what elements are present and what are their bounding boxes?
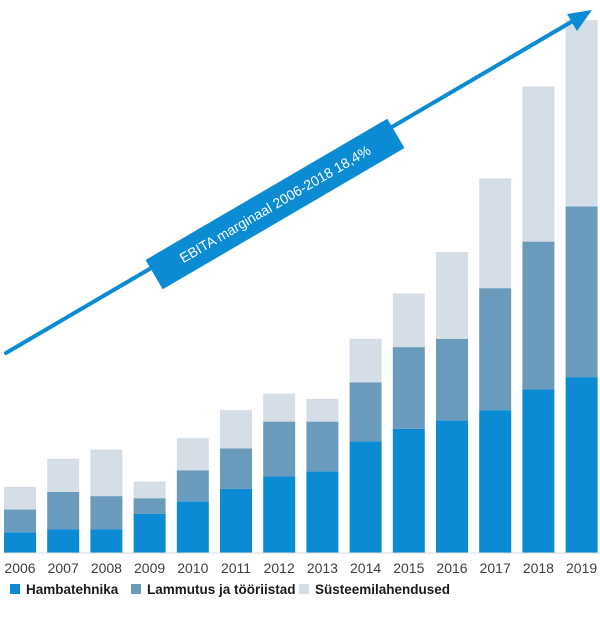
x-tick-label-2009: 2009 [134, 560, 165, 576]
x-tick-label-2018: 2018 [523, 560, 554, 576]
bar-2012-series-0 [263, 476, 296, 553]
bar-2007-series-0 [47, 529, 80, 553]
x-tick-label-2019: 2019 [566, 560, 597, 576]
bar-2008-series-1 [90, 496, 123, 530]
legend-swatch-lammutus [131, 584, 141, 594]
bar-2016-series-1 [436, 338, 468, 421]
bar-2009-series-1 [133, 498, 166, 514]
legend: Hambatehnika Lammutus ja tööriistad Süst… [10, 582, 450, 597]
bar-2010-series-2 [176, 438, 209, 471]
bar-2006-series-2 [4, 486, 36, 510]
bar-2012-series-1 [263, 421, 296, 477]
bar-2019-series-1 [565, 206, 598, 378]
bar-2015-series-0 [392, 428, 425, 553]
bar-2019-series-0 [565, 377, 598, 553]
x-tick-label-2014: 2014 [350, 560, 381, 576]
ebita-banner-box [145, 118, 405, 290]
bar-2018-series-0 [522, 389, 555, 553]
bar-2009-series-2 [133, 481, 166, 499]
legend-label-lammutus: Lammutus ja tööriistad [147, 582, 296, 597]
bar-2011-series-1 [220, 448, 252, 489]
bar-2012-series-2 [263, 393, 296, 422]
trend-arrow-head [567, 10, 592, 31]
ebita-banner-text: EBITA marginaal 2006-2018 18,4% [177, 142, 374, 266]
x-tick-label-2017: 2017 [480, 560, 511, 576]
bar-2008-series-0 [90, 529, 123, 553]
bar-2008-series-2 [90, 449, 123, 497]
bar-2009-series-0 [133, 513, 166, 553]
x-tick-label-2011: 2011 [221, 560, 251, 576]
x-tick-label-2007: 2007 [48, 560, 79, 576]
bar-2010-series-0 [176, 501, 209, 553]
bar-2015-series-1 [392, 347, 425, 429]
bar-2017-series-1 [479, 288, 512, 411]
x-tick-label-2012: 2012 [264, 560, 295, 576]
x-tick-label-2016: 2016 [436, 560, 467, 576]
bar-2006-series-0 [4, 532, 36, 553]
bar-2015-series-2 [392, 293, 425, 348]
x-tick-label-2006: 2006 [4, 560, 35, 576]
x-tick-label-2010: 2010 [177, 560, 208, 576]
bar-2010-series-1 [176, 470, 209, 502]
bar-2018-series-1 [522, 241, 555, 390]
x-tick-label-2015: 2015 [393, 560, 424, 576]
legend-swatch-systeemilahendused [299, 584, 309, 594]
bar-2019-series-2 [565, 20, 598, 207]
legend-swatch-hambatehnika [10, 584, 20, 594]
x-tick-labels: 2006 2007 2008 2009 2010 2011 2012 2013 2014 2015… [4, 560, 597, 576]
bar-2013-series-0 [306, 471, 339, 553]
bar-2011-series-2 [220, 410, 252, 449]
bar-2017-series-2 [479, 178, 512, 289]
bar-2006-series-1 [4, 509, 36, 533]
x-tick-label-2008: 2008 [91, 560, 122, 576]
bar-2016-series-2 [436, 251, 468, 339]
bar-2011-series-0 [220, 488, 252, 553]
bar-2017-series-0 [479, 410, 512, 553]
x-tick-label-2013: 2013 [307, 560, 338, 576]
bar-2016-series-0 [436, 420, 468, 553]
legend-label-hambatehnika: Hambatehnika [26, 582, 119, 597]
ebita-banner: EBITA marginaal 2006-2018 18,4% [145, 118, 405, 290]
bar-2018-series-2 [522, 86, 555, 242]
bars-group [4, 20, 598, 553]
bar-2007-series-2 [47, 458, 80, 492]
bar-2014-series-1 [349, 382, 382, 442]
bar-2013-series-1 [306, 421, 339, 472]
bar-2013-series-2 [306, 398, 339, 422]
bar-2007-series-1 [47, 492, 80, 530]
bar-2014-series-0 [349, 441, 382, 553]
legend-label-systeemilahendused: Süsteemilahendused [315, 582, 450, 597]
bar-2014-series-2 [349, 338, 382, 383]
